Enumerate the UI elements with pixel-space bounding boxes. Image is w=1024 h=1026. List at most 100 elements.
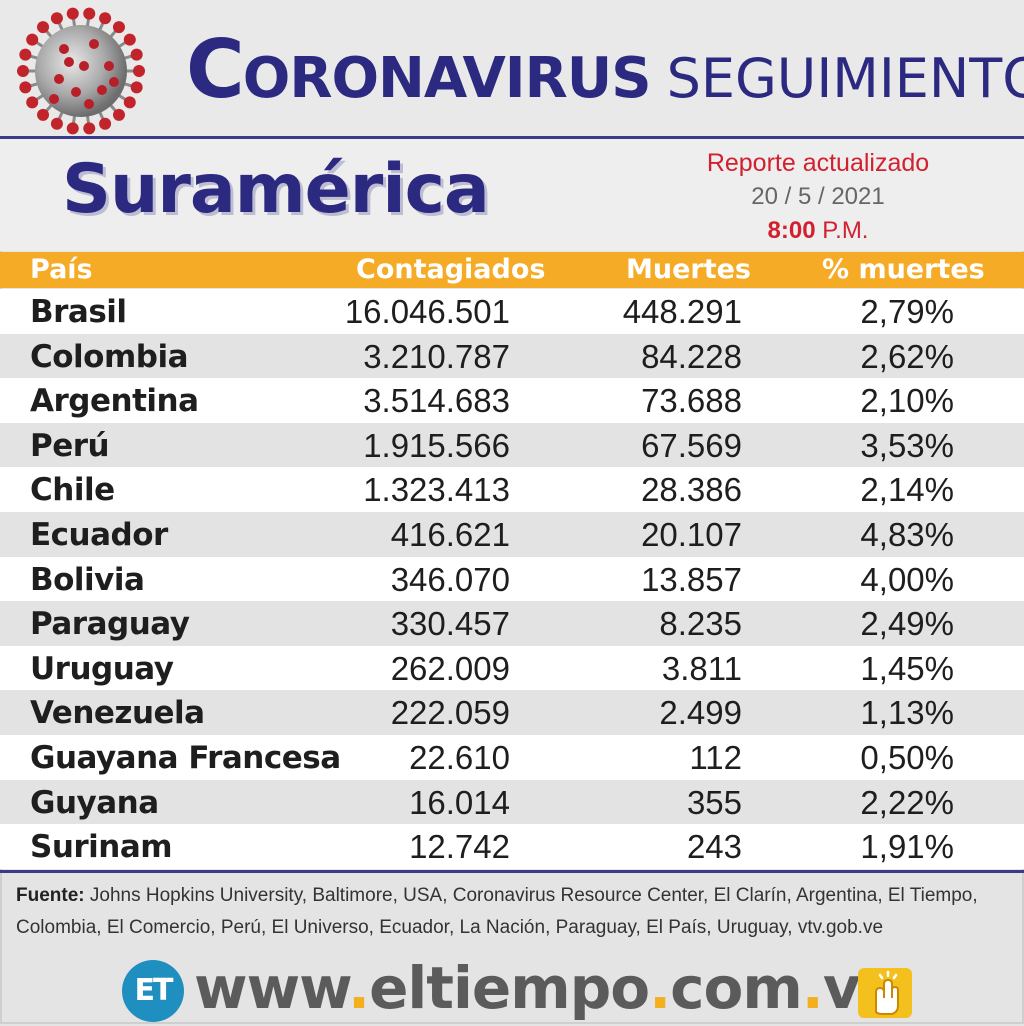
url-domain: eltiempo (369, 954, 650, 1022)
cell-muertes: 2.499 (659, 694, 742, 732)
website-link[interactable]: www.eltiempo.com.ve (194, 950, 899, 1026)
virus-spike-tip (130, 81, 143, 94)
table-row: Uruguay 262.009 3.811 1,45% (0, 645, 1024, 691)
cell-pais: Brasil (30, 294, 127, 330)
virus-spike-tip (50, 12, 63, 25)
cell-pais: Venezuela (30, 695, 205, 732)
virus-surface-dot (79, 61, 89, 71)
virus-spike-tip (66, 7, 79, 20)
header-divider (0, 136, 1024, 139)
cell-contagiados: 416.621 (390, 515, 510, 553)
cell-contagiados: 1.915.566 (363, 426, 510, 464)
table-row: Bolivia 346.070 13.857 4,00% (0, 556, 1024, 602)
cell-contagiados: 346.070 (390, 560, 510, 598)
cell-pais: Colombia (30, 338, 189, 375)
report-date: 20 / 5 / 2021 (751, 183, 885, 210)
cell-contagiados: 12.742 (409, 828, 510, 866)
cell-pais: Ecuador (30, 516, 168, 553)
cell-pct-muertes: 2,10% (860, 382, 954, 420)
column-header-pct-muertes: % muertes (822, 254, 985, 285)
cell-muertes: 8.235 (659, 605, 742, 643)
url-www: www (194, 954, 349, 1022)
cell-contagiados: 222.059 (390, 694, 510, 732)
virus-surface-dot (84, 99, 94, 109)
cell-muertes: 243 (686, 828, 742, 866)
column-header-contagiados: Contagiados (356, 254, 546, 285)
cell-muertes: 20.107 (641, 515, 742, 553)
cell-contagiados: 330.457 (390, 605, 510, 643)
virus-surface-dot (64, 57, 74, 67)
virus-spike-tip (83, 7, 96, 20)
virus-spike-tip (66, 122, 79, 135)
cell-pct-muertes: 2,22% (860, 783, 954, 821)
cell-pais: Guayana Francesa (30, 739, 341, 776)
cell-contagiados: 22.610 (409, 738, 510, 776)
url-dot: . (801, 954, 824, 1022)
cell-pct-muertes: 4,00% (860, 560, 954, 598)
url-dot: . (649, 954, 671, 1022)
table-row: Chile 1.323.413 28.386 2,14% (0, 467, 1024, 512)
coronavirus-icon (17, 7, 145, 135)
cell-pct-muertes: 2,62% (860, 337, 954, 375)
virus-spike-tip (112, 21, 125, 34)
virus-spike-tip (123, 33, 136, 46)
virus-spike-tip (123, 96, 136, 109)
cell-pais: Chile (30, 472, 115, 509)
table-row: Perú 1.915.566 67.569 3,53% (0, 422, 1024, 468)
cell-muertes: 448.291 (622, 293, 742, 330)
column-header-pais: País (30, 254, 93, 285)
table-row: Venezuela 222.059 2.499 1,13% (0, 690, 1024, 735)
cell-pct-muertes: 2,79% (860, 293, 954, 330)
url-dot: . (348, 954, 370, 1022)
et-logo[interactable]: ET (122, 960, 184, 1022)
virus-surface-dot (97, 85, 107, 95)
virus-surface-dot (59, 44, 69, 54)
table-body: Brasil 16.046.501 448.291 2,79% Colombia 3.21… (0, 289, 1024, 869)
cell-pais: Paraguay (30, 606, 190, 643)
source-label: Fuente: (16, 885, 85, 906)
virus-spike-tip (133, 65, 145, 77)
cell-muertes: 112 (689, 738, 742, 776)
cell-pct-muertes: 4,83% (860, 515, 954, 553)
report-info: Reporte actualizado 20 / 5 / 2021 8:00 P… (690, 146, 946, 248)
virus-spike-tip (17, 65, 29, 77)
virus-spike-tip (26, 96, 39, 109)
virus-surface-dot (104, 61, 114, 71)
table-row: Argentina 3.514.683 73.688 2,10% (0, 378, 1024, 423)
report-time: 8:00 P.M. (690, 214, 946, 248)
virus-surface-dot (71, 87, 81, 97)
virus-spike-tip (37, 108, 50, 121)
cell-contagiados: 16.014 (409, 783, 510, 821)
cell-pct-muertes: 3,53% (860, 426, 954, 464)
cell-pct-muertes: 2,49% (860, 605, 954, 643)
cell-pct-muertes: 2,14% (860, 471, 954, 509)
virus-surface-dot (109, 77, 119, 87)
column-header-muertes: Muertes (626, 254, 752, 285)
virus-spike-tip (130, 48, 143, 61)
cell-pct-muertes: 1,13% (860, 694, 954, 732)
virus-surface-dot (54, 74, 64, 84)
virus-spike-tip (50, 117, 63, 130)
cell-pais: Surinam (30, 829, 173, 866)
table-row: Surinam 12.742 243 1,91% (0, 824, 1024, 869)
table-row: Guayana Francesa 22.610 112 0,50% (0, 734, 1024, 780)
header: CORONAVIRUS SEGUIMIENTO (0, 0, 1024, 139)
cell-pct-muertes: 0,50% (860, 738, 954, 776)
cell-muertes: 73.688 (641, 382, 742, 420)
cell-contagiados: 1.323.413 (363, 471, 510, 509)
virus-spike-tip (26, 33, 39, 46)
report-ampm: P.M. (822, 217, 869, 244)
virus-spike-tip (112, 108, 125, 121)
table-row: Paraguay 330.457 8.235 2,49% (0, 601, 1024, 646)
title-main: ORONAVIRUS (242, 46, 652, 111)
region-title: Suramérica (62, 150, 490, 229)
virus-spike-tip (99, 12, 112, 25)
cell-pais: Guyana (30, 784, 159, 821)
table-divider (0, 870, 1024, 873)
cell-pct-muertes: 1,91% (860, 828, 954, 866)
cell-muertes: 67.569 (641, 426, 742, 464)
cell-pais: Perú (30, 427, 110, 464)
hand-click-icon[interactable] (858, 968, 912, 1018)
cell-muertes: 355 (686, 783, 742, 821)
source-note: Fuente: Johns Hopkins University, Baltim… (16, 880, 1016, 944)
